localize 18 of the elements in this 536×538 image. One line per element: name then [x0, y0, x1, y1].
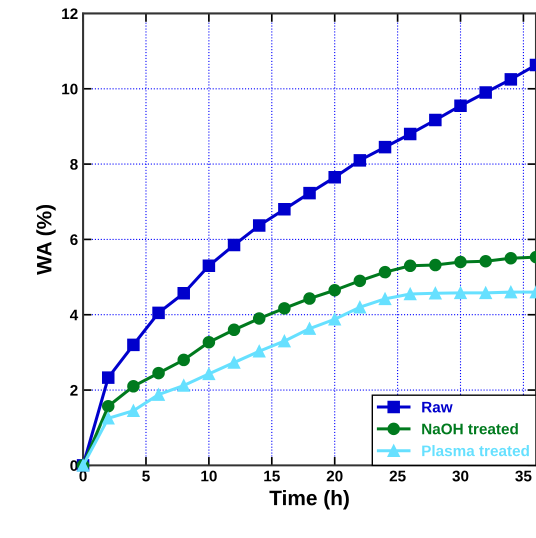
- x-tick-label: 5: [142, 470, 150, 482]
- y-tick-label: 4: [70, 310, 78, 320]
- y-tick-label: 2: [70, 384, 78, 396]
- legend-label: Plasma treated: [422, 445, 529, 456]
- legend-label: NaOH treated: [422, 423, 518, 434]
- x-axis-title: Time (h): [269, 490, 349, 510]
- y-tick-label: 6: [70, 234, 78, 246]
- x-tick-label: 15: [264, 470, 280, 482]
- x-tick-label: 25: [390, 470, 406, 482]
- x-tick-label: 30: [452, 470, 468, 482]
- x-tick-label: 20: [326, 470, 343, 482]
- x-tick-label: 10: [201, 470, 217, 482]
- y-tick-label: 8: [70, 158, 78, 170]
- legend-label: Raw: [422, 402, 453, 412]
- y-tick-label: 10: [62, 84, 78, 94]
- y-tick-label: 12: [62, 8, 78, 19]
- y-axis-title: WA (%): [36, 204, 56, 275]
- x-tick-label: 35: [515, 470, 532, 482]
